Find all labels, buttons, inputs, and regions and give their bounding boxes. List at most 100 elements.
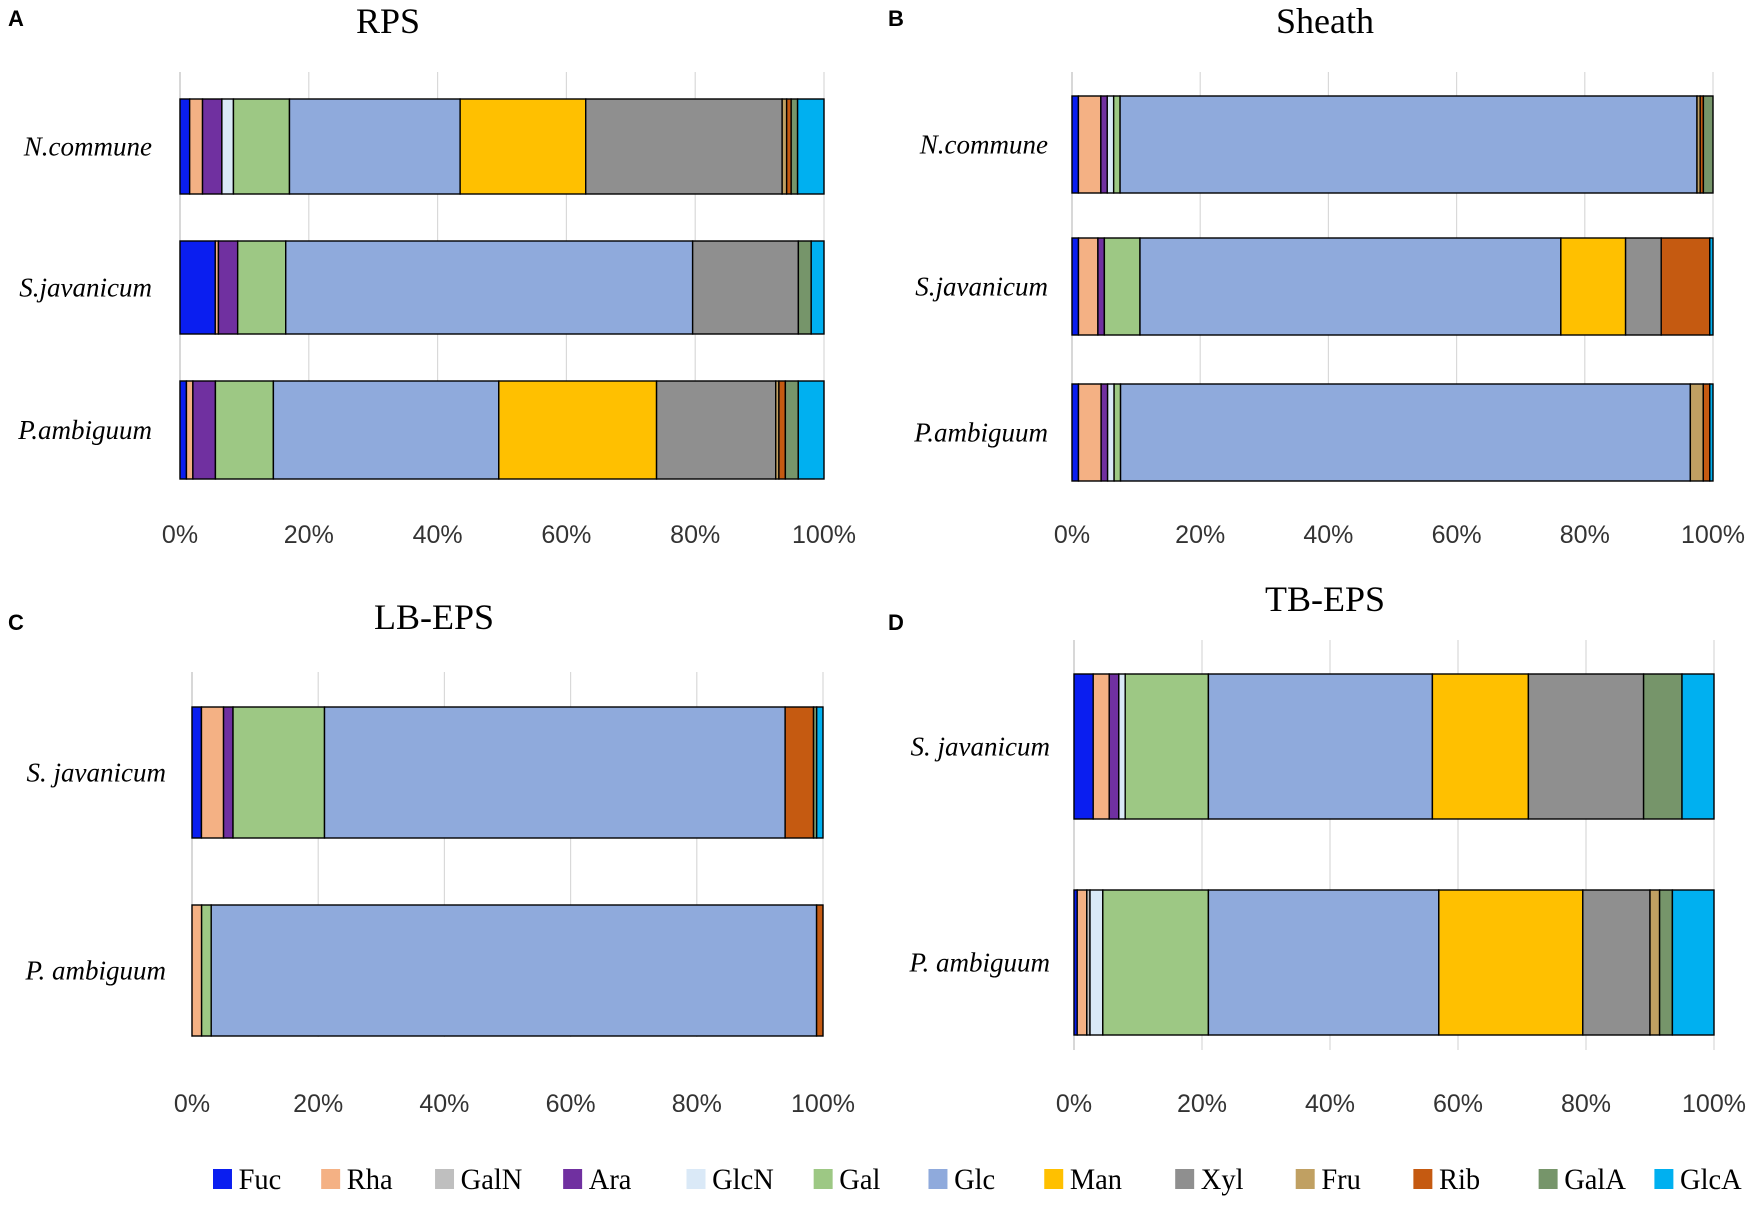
bar-segment-rha — [191, 904, 203, 1037]
x-tick-label: 0% — [162, 521, 198, 549]
legend-label-glca: GlcA — [1680, 1163, 1742, 1196]
category-label: N.commune — [919, 130, 1048, 160]
bar-segment-gala — [1642, 673, 1683, 820]
panel-letter: B — [888, 6, 904, 31]
category-label: P.ambiguum — [913, 418, 1048, 448]
bar-segment-gal — [214, 380, 275, 480]
bar-segment-xyl — [691, 240, 800, 335]
category-label: S.javanicum — [19, 273, 152, 303]
bar-segment-glc — [210, 904, 818, 1037]
bar-segment-gal — [236, 240, 287, 335]
chart-title: RPS — [356, 1, 420, 41]
bar-segment-xyl — [1582, 889, 1651, 1036]
bar-segment-man — [1438, 889, 1584, 1036]
legend-swatch-man — [1044, 1169, 1064, 1189]
category-label: P. ambiguum — [908, 948, 1050, 978]
bar-segment-rha — [1077, 95, 1102, 194]
bar-segment-glca — [1709, 383, 1714, 482]
bar-segment-gal — [1103, 237, 1141, 336]
bar-segment-glc — [1119, 383, 1692, 482]
bar-segment-glc — [1207, 673, 1434, 820]
category-label: P.ambiguum — [17, 415, 152, 445]
legend-label-gala: GalA — [1564, 1163, 1626, 1196]
x-tick-label: 100% — [792, 521, 856, 549]
x-tick-label: 20% — [1177, 1090, 1227, 1118]
bar-segment-glca — [1671, 889, 1715, 1036]
bar-segment-glca — [796, 98, 825, 195]
bar-segment-glca — [1709, 237, 1714, 336]
legend-swatch-gala — [1538, 1169, 1558, 1189]
bar-segment-glca — [797, 380, 825, 480]
x-tick-label: 40% — [1303, 521, 1353, 549]
category-label: S.javanicum — [915, 272, 1048, 302]
bar-segment-rib — [778, 380, 787, 480]
bar-segment-rha — [1077, 383, 1102, 482]
bar-segment-glc — [288, 98, 461, 195]
legend-swatch-gal — [813, 1169, 833, 1189]
bar-segment-gal — [232, 706, 326, 839]
bar-segment-man — [1560, 237, 1627, 336]
category-label: S. javanicum — [27, 758, 166, 788]
legend-swatch-glcn — [686, 1169, 706, 1189]
x-tick-label: 0% — [1054, 521, 1090, 549]
bar-segment-man — [498, 380, 658, 480]
bar-segment-ara — [1100, 383, 1109, 482]
bar-segment-rib — [784, 706, 815, 839]
x-tick-label: 20% — [284, 521, 334, 549]
bar-segment-man — [1431, 673, 1530, 820]
bar-segment-ara — [192, 380, 217, 480]
bar-segment-glca — [1681, 673, 1715, 820]
bar-segment-fru — [1649, 889, 1661, 1036]
legend-swatch-galn — [435, 1169, 455, 1189]
legend-label-rib: Rib — [1439, 1163, 1480, 1196]
bar-segment-fuc — [1071, 237, 1080, 336]
panel-a-rps: A RPS 0% 20% 40% 60% 80% 100% N.commune S.javanic… — [8, 1, 856, 549]
legend-label-glc: Glc — [954, 1163, 995, 1196]
bar-segment-rha — [1076, 889, 1088, 1036]
x-tick-label: 40% — [413, 521, 463, 549]
x-tick-label: 100% — [1681, 521, 1745, 549]
bar-segment-rib — [1660, 237, 1711, 336]
legend-swatch-glc — [928, 1169, 948, 1189]
bar-segment-glc — [1207, 889, 1440, 1036]
legend-swatch-fru — [1295, 1169, 1315, 1189]
bar-segment-man — [459, 98, 587, 195]
legend-label-glcn: GlcN — [712, 1163, 774, 1196]
legend-label-galn: GalN — [461, 1163, 523, 1196]
category-label: S. javanicum — [911, 732, 1050, 762]
bar-segment-fuc — [179, 240, 216, 335]
bar-segment-gal — [1113, 383, 1122, 482]
panel-d-tb-eps: D TB-EPS 0% 20% 40% 60% 80% 100% S. javanicum P. … — [888, 579, 1746, 1118]
x-tick-label: 80% — [1560, 521, 1610, 549]
bar-segment-gal — [200, 904, 212, 1037]
bar-segment-rib — [1702, 383, 1711, 482]
legend-swatch-rib — [1413, 1169, 1433, 1189]
panel-letter: D — [888, 610, 904, 635]
x-tick-label: 80% — [1561, 1090, 1611, 1118]
bar-segment-gala — [784, 380, 799, 480]
bar-segment-gala — [1658, 889, 1674, 1036]
bar-segment-glcn — [1106, 95, 1115, 194]
x-tick-label: 40% — [419, 1090, 469, 1118]
bar-segment-glc — [1139, 237, 1562, 336]
x-tick-label: 0% — [174, 1090, 210, 1118]
x-tick-label: 40% — [1305, 1090, 1355, 1118]
x-tick-label: 60% — [541, 521, 591, 549]
bar-segment-glca — [815, 706, 824, 839]
bar-segment-gal — [232, 98, 291, 195]
legend-swatch-fuc — [213, 1169, 232, 1189]
bar-segment-gala — [797, 240, 812, 335]
bar-segment-ara — [201, 98, 223, 195]
bar-segment-glca — [810, 240, 825, 335]
panel-b-sheath: B Sheath 0% 20% 40% 60% 80% 100% N.commune S.java… — [888, 1, 1745, 549]
bar-segment-ara — [1097, 237, 1106, 336]
bar-segment-fuc — [1071, 95, 1080, 194]
category-label: P. ambiguum — [24, 956, 166, 986]
x-tick-label: 0% — [1056, 1090, 1092, 1118]
legend-swatch-glca — [1654, 1169, 1674, 1189]
bar-segment-gal — [1124, 673, 1210, 820]
bar-segment-ara — [222, 706, 234, 839]
bar-segment-xyl — [1624, 237, 1662, 336]
x-tick-label: 60% — [546, 1090, 596, 1118]
